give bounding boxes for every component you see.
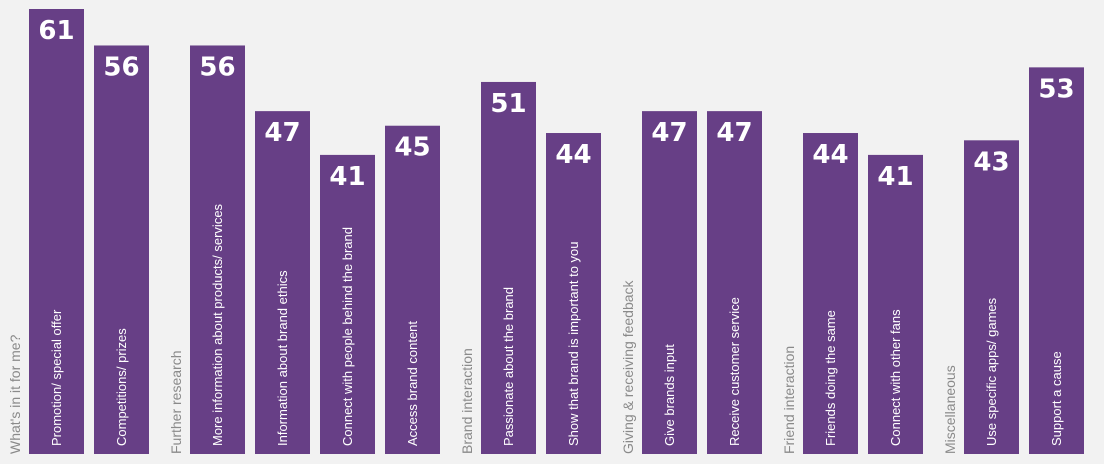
bar bbox=[964, 140, 1019, 455]
bar-value-label: 41 bbox=[329, 162, 365, 192]
bar bbox=[642, 111, 697, 454]
bar-value-label: 56 bbox=[103, 52, 139, 82]
bar-category-label: Passionate about the brand bbox=[501, 287, 516, 446]
bar-category-label: Receive customer service bbox=[727, 297, 742, 446]
bar-category-label: Use specific apps/ games bbox=[984, 297, 999, 446]
group-label: What's in it for me? bbox=[7, 334, 23, 454]
bar bbox=[320, 154, 375, 454]
bar-category-label: Show that brand is important to you bbox=[566, 241, 581, 446]
bar-value-label: 47 bbox=[264, 118, 300, 148]
bar-value-label: 61 bbox=[38, 16, 74, 46]
group-label: Giving & receiving feedback bbox=[620, 279, 636, 454]
bar bbox=[707, 111, 762, 454]
bar-value-label: 43 bbox=[973, 147, 1009, 177]
bar-category-label: Connect with other fans bbox=[888, 309, 903, 446]
bar-value-label: 51 bbox=[490, 89, 526, 119]
bar-category-label: Competitions/ prizes bbox=[114, 328, 129, 446]
bar bbox=[29, 9, 84, 454]
bar-category-label: Support a cause bbox=[1049, 351, 1064, 446]
bar bbox=[190, 45, 245, 455]
bar-category-label: Give brands input bbox=[662, 344, 677, 446]
bar bbox=[255, 111, 310, 454]
bar-value-label: 41 bbox=[877, 162, 913, 192]
bar bbox=[803, 133, 858, 454]
group-label: Brand interaction bbox=[459, 348, 475, 454]
bar-category-label: Promotion/ special offer bbox=[49, 309, 64, 446]
group-label: Friend interaction bbox=[781, 346, 797, 454]
bar-value-label: 45 bbox=[394, 133, 430, 163]
group-label: Further research bbox=[168, 351, 184, 454]
bar bbox=[385, 125, 440, 454]
bar bbox=[481, 81, 536, 455]
bar-category-label: More information about products/ service… bbox=[210, 203, 225, 446]
group-label: Miscellaneous bbox=[942, 365, 958, 454]
bar-value-label: 47 bbox=[651, 118, 687, 148]
bar-value-label: 53 bbox=[1038, 74, 1074, 104]
bar-category-label: Connect with people behind the brand bbox=[340, 227, 355, 446]
bar-category-label: Information about brand ethics bbox=[275, 270, 290, 446]
bar-category-label: Access brand content bbox=[405, 321, 420, 446]
bar-value-label: 47 bbox=[716, 118, 752, 148]
bar bbox=[868, 154, 923, 454]
bar-value-label: 44 bbox=[555, 140, 591, 170]
bar-category-label: Friends doing the same bbox=[823, 310, 838, 446]
bar bbox=[1029, 67, 1084, 454]
bar-value-label: 56 bbox=[199, 52, 235, 82]
bar-value-label: 44 bbox=[812, 140, 848, 170]
bar bbox=[94, 45, 149, 455]
bar bbox=[546, 133, 601, 454]
